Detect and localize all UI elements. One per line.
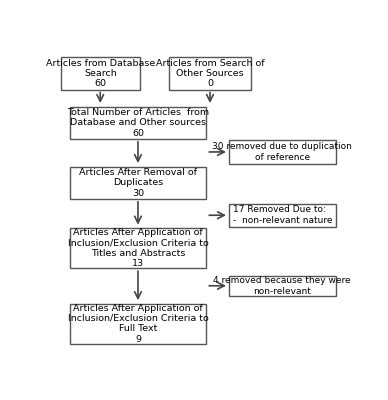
FancyBboxPatch shape: [69, 304, 206, 344]
FancyBboxPatch shape: [69, 228, 206, 268]
Text: Articles from Database
Search
60: Articles from Database Search 60: [46, 58, 155, 88]
FancyBboxPatch shape: [229, 140, 336, 164]
Text: 30 removed due to duplication
of reference: 30 removed due to duplication of referen…: [212, 142, 352, 162]
Text: 4 removed because they were
non-relevant: 4 removed because they were non-relevant: [213, 276, 351, 296]
Text: Articles from Search of
Other Sources
0: Articles from Search of Other Sources 0: [156, 58, 265, 88]
FancyBboxPatch shape: [229, 276, 336, 296]
FancyBboxPatch shape: [61, 57, 140, 90]
FancyBboxPatch shape: [229, 204, 336, 227]
Text: Total Number of Articles  from
Database and Other sources
60: Total Number of Articles from Database a…: [67, 108, 209, 138]
FancyBboxPatch shape: [69, 166, 206, 199]
Text: Articles After Application of
Inclusion/Exclusion Criteria to
Full Text
9: Articles After Application of Inclusion/…: [68, 304, 208, 344]
FancyBboxPatch shape: [69, 106, 206, 139]
Text: Articles After Application of
Inclusion/Exclusion Criteria to
Titles and Abstrac: Articles After Application of Inclusion/…: [68, 228, 208, 268]
Text: 17 Removed Due to:
-  non-relevant nature: 17 Removed Due to: - non-relevant nature: [234, 205, 333, 225]
Text: Articles After Removal of
Duplicates
30: Articles After Removal of Duplicates 30: [79, 168, 197, 198]
FancyBboxPatch shape: [169, 57, 251, 90]
